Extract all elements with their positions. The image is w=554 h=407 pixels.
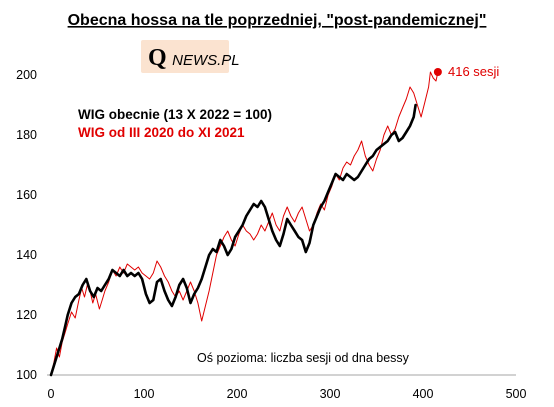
y-tick-label: 200 <box>16 68 37 82</box>
x-axis-ticks: 0 100 200 300 400 500 <box>48 387 527 401</box>
series-line-current <box>49 103 417 377</box>
axis-note: Oś pozioma: liczba sesji od dna bessy <box>197 351 410 365</box>
x-tick-label: 500 <box>506 387 527 401</box>
logo-background <box>141 40 229 73</box>
y-tick-label: 180 <box>16 128 37 142</box>
logo-initial: Q <box>148 45 167 71</box>
logo-rest: NEWS.PL <box>172 52 240 69</box>
y-tick-label: 140 <box>16 248 37 262</box>
logo: Q NEWS.PL <box>141 40 240 73</box>
x-tick-label: 100 <box>134 387 155 401</box>
x-tick-label: 0 <box>48 387 55 401</box>
end-point-label: 416 sesji <box>448 64 499 79</box>
end-point-marker <box>433 68 442 76</box>
y-tick-label: 100 <box>16 368 37 382</box>
logo-text: Q NEWS.PL <box>148 45 240 71</box>
x-tick-label: 200 <box>227 387 248 401</box>
legend: WIG obecnie (13 X 2022 = 100) WIG od III… <box>78 107 272 140</box>
legend-entry-previous: WIG od III 2020 do XI 2021 <box>78 125 245 140</box>
y-axis-ticks: 100 120 140 160 180 200 <box>16 68 37 382</box>
legend-entry-current: WIG obecnie (13 X 2022 = 100) <box>78 107 272 122</box>
series-layer <box>49 68 442 377</box>
x-tick-label: 400 <box>413 387 434 401</box>
chart-title: Obecna hossa na tle poprzedniej, "post-p… <box>68 12 487 29</box>
y-tick-label: 160 <box>16 188 37 202</box>
x-tick-label: 300 <box>320 387 341 401</box>
y-tick-label: 120 <box>16 308 37 322</box>
